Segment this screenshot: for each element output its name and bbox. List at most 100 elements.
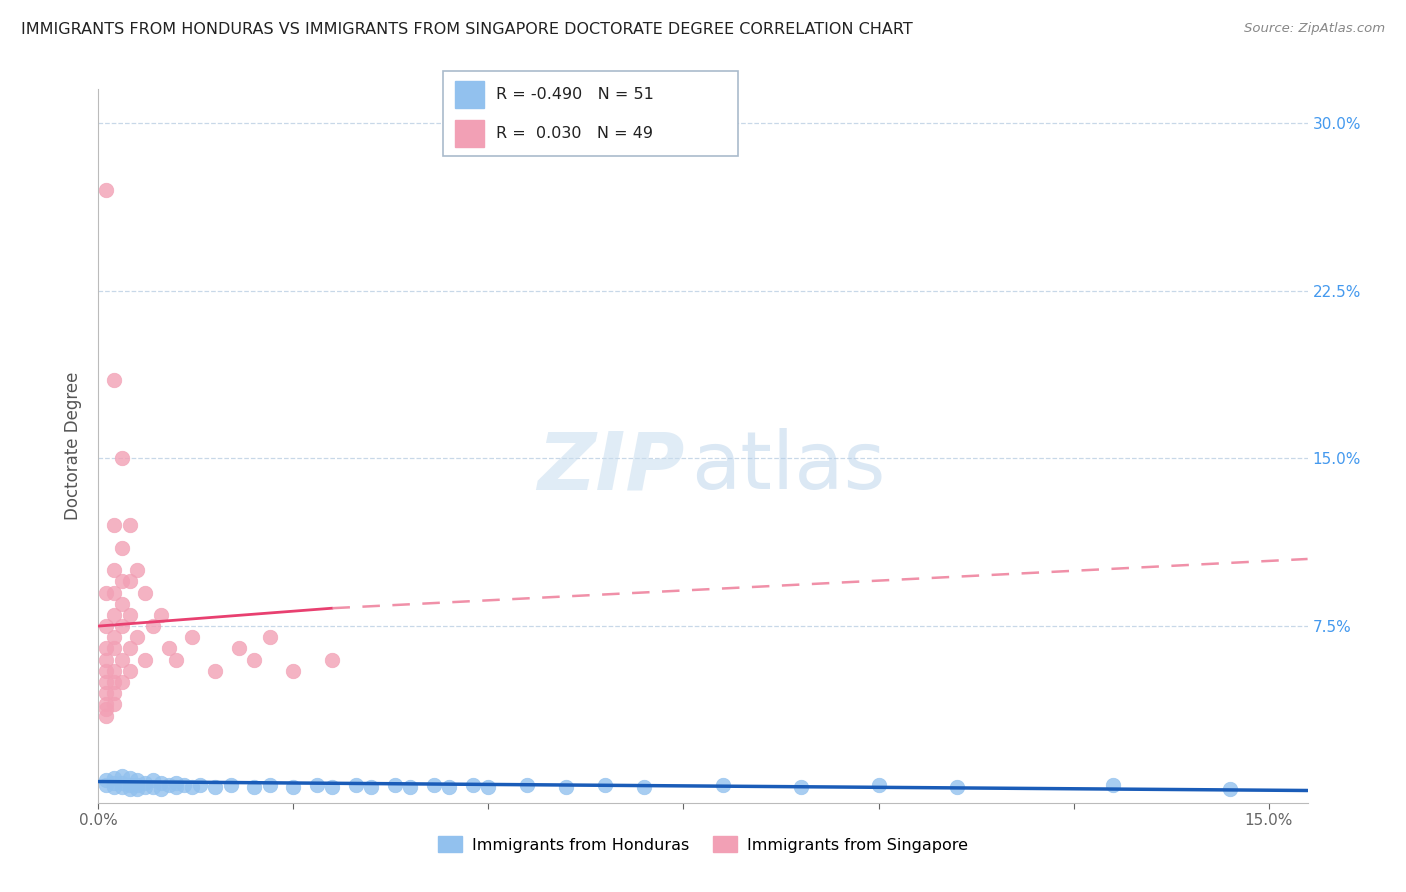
Point — [103, 563, 125, 577]
Point — [142, 619, 165, 633]
Y-axis label: Doctorate Degree: Doctorate Degree — [65, 372, 83, 520]
Point — [103, 780, 125, 794]
Point — [96, 652, 118, 666]
Point — [439, 780, 461, 794]
Point — [127, 778, 149, 792]
Point — [96, 664, 118, 678]
Point — [1101, 778, 1123, 792]
Point — [96, 585, 118, 599]
Point — [103, 771, 125, 785]
Point — [134, 652, 156, 666]
Text: ZIP: ZIP — [537, 428, 685, 507]
Point — [516, 778, 538, 792]
Point — [118, 778, 141, 792]
Text: Source: ZipAtlas.com: Source: ZipAtlas.com — [1244, 22, 1385, 36]
Point — [118, 518, 141, 533]
Point — [96, 702, 118, 716]
Point — [219, 778, 242, 792]
Text: R = -0.490   N = 51: R = -0.490 N = 51 — [496, 87, 654, 102]
Point — [595, 778, 617, 792]
Point — [173, 778, 195, 792]
Point — [118, 641, 141, 656]
Point — [384, 778, 406, 792]
Point — [461, 778, 484, 792]
Point — [111, 675, 134, 690]
Text: IMMIGRANTS FROM HONDURAS VS IMMIGRANTS FROM SINGAPORE DOCTORATE DEGREE CORRELATI: IMMIGRANTS FROM HONDURAS VS IMMIGRANTS F… — [21, 22, 912, 37]
Point — [96, 619, 118, 633]
Point — [103, 641, 125, 656]
Point — [188, 778, 211, 792]
Point — [96, 708, 118, 723]
Point — [868, 778, 890, 792]
Point — [103, 698, 125, 712]
Point — [555, 780, 578, 794]
Point — [477, 780, 499, 794]
Point — [111, 775, 134, 789]
Point — [111, 597, 134, 611]
Point — [633, 780, 655, 794]
Point — [111, 652, 134, 666]
Point — [118, 771, 141, 785]
Point — [711, 778, 734, 792]
Point — [103, 518, 125, 533]
Point — [118, 664, 141, 678]
Point — [111, 451, 134, 466]
Point — [103, 775, 125, 789]
Point — [118, 607, 141, 622]
Point — [243, 652, 266, 666]
Point — [111, 574, 134, 589]
Bar — [454, 80, 484, 108]
Bar — [454, 120, 484, 147]
Text: R =  0.030   N = 49: R = 0.030 N = 49 — [496, 126, 652, 141]
Point — [259, 778, 281, 792]
Text: atlas: atlas — [690, 428, 886, 507]
Point — [321, 780, 343, 794]
Point — [103, 373, 125, 387]
Point — [96, 183, 118, 197]
Point — [243, 780, 266, 794]
FancyBboxPatch shape — [443, 71, 738, 156]
Point — [228, 641, 250, 656]
Point — [204, 664, 226, 678]
Point — [134, 780, 156, 794]
Point — [789, 780, 811, 794]
Point — [1219, 782, 1241, 797]
Point — [165, 652, 187, 666]
Point — [103, 675, 125, 690]
Point — [142, 780, 165, 794]
Point — [305, 778, 328, 792]
Point — [96, 778, 118, 792]
Point — [111, 541, 134, 555]
Point — [96, 675, 118, 690]
Point — [96, 698, 118, 712]
Point — [127, 630, 149, 644]
Point — [127, 782, 149, 797]
Point — [134, 775, 156, 789]
Point — [157, 778, 180, 792]
Point — [181, 630, 204, 644]
Point — [118, 574, 141, 589]
Point — [96, 773, 118, 788]
Legend: Immigrants from Honduras, Immigrants from Singapore: Immigrants from Honduras, Immigrants fro… — [432, 830, 974, 859]
Point — [283, 664, 305, 678]
Point — [399, 780, 422, 794]
Point — [204, 780, 226, 794]
Point — [127, 773, 149, 788]
Point — [165, 775, 187, 789]
Point — [945, 780, 967, 794]
Point — [103, 686, 125, 700]
Point — [103, 664, 125, 678]
Point — [157, 641, 180, 656]
Point — [134, 585, 156, 599]
Point — [111, 619, 134, 633]
Point — [283, 780, 305, 794]
Point — [165, 780, 187, 794]
Point — [103, 585, 125, 599]
Point — [96, 641, 118, 656]
Point — [111, 769, 134, 783]
Point — [321, 652, 343, 666]
Point — [149, 775, 172, 789]
Point — [259, 630, 281, 644]
Point — [142, 773, 165, 788]
Point — [127, 563, 149, 577]
